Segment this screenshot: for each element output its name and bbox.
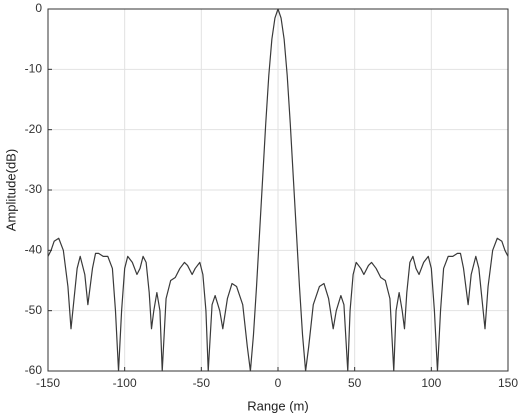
x-tick-label: 100 — [421, 376, 441, 390]
x-tick-label: 0 — [275, 376, 282, 390]
line-series — [47, 8, 509, 372]
x-tick-label: -100 — [113, 376, 137, 390]
y-tick-label: -60 — [25, 363, 43, 377]
x-tick-label: 150 — [498, 376, 518, 390]
y-tick-label: -10 — [25, 62, 43, 76]
y-tick-label: -50 — [25, 303, 43, 317]
y-axis-label: Amplitude(dB) — [3, 149, 18, 231]
x-tick-label: -150 — [36, 376, 60, 390]
y-tick-label: -20 — [25, 122, 43, 136]
x-axis-label: Range (m) — [247, 398, 308, 413]
y-tick-label: 0 — [35, 1, 42, 15]
x-tick-label: -50 — [193, 376, 211, 390]
y-tick-label: -30 — [25, 182, 43, 196]
x-tick-label: 50 — [348, 376, 362, 390]
y-tick-label: -40 — [25, 243, 43, 257]
